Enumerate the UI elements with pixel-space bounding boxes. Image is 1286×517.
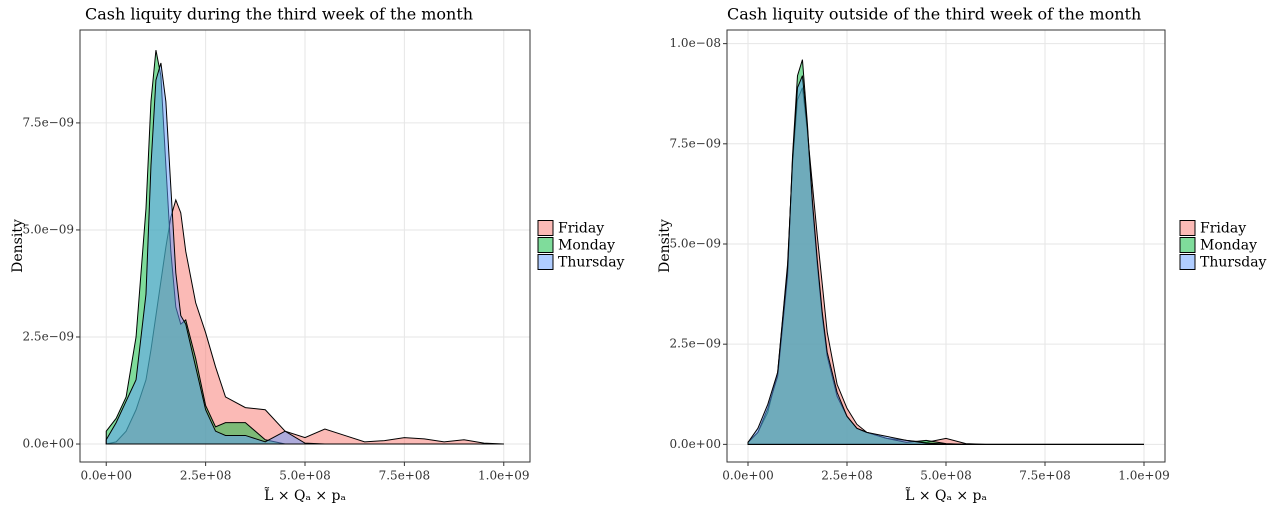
legend-label: Thursday	[558, 255, 625, 271]
y-tick-label: 5.0e−09	[22, 222, 74, 236]
x-tick-label: 5.0e+08	[279, 469, 331, 483]
x-tick-label: 2.5e+08	[180, 469, 232, 483]
y-tick-label: 2.5e−09	[22, 329, 74, 343]
legend-key	[1179, 220, 1196, 236]
legend-key	[1179, 254, 1196, 270]
x-axis-title: L̃ × Qₐ × pₐ	[905, 486, 987, 504]
density-area	[747, 75, 1145, 445]
legend-key	[537, 220, 554, 236]
y-tick-label: 0.0e+00	[22, 437, 74, 451]
chart-title: Cash liquity outside of the third week o…	[727, 5, 1141, 24]
y-tick-label: 0.0e+00	[669, 437, 721, 451]
y-tick-label: 2.5e−09	[669, 337, 721, 351]
x-axis-title: L̃ × Qₐ × pₐ	[264, 486, 346, 504]
x-tick-label: 0.0e+00	[722, 469, 774, 483]
legend-label: Monday	[1200, 238, 1257, 254]
x-tick-label: 5.0e+08	[920, 469, 972, 483]
legend-key	[537, 237, 554, 253]
x-tick-label: 0.0e+00	[80, 469, 132, 483]
legend-label: Friday	[1200, 221, 1246, 237]
x-tick-label: 7.5e+08	[379, 469, 431, 483]
legend-key	[1179, 237, 1196, 253]
chart-panel: Cash liquity during the third week of th…	[10, 5, 625, 505]
panel-border	[79, 29, 531, 463]
density-area	[105, 62, 504, 445]
y-axis-title: Density	[657, 219, 673, 273]
legend-key	[537, 254, 554, 270]
chart-panel: Cash liquity outside of the third week o…	[657, 5, 1267, 505]
x-tick-label: 2.5e+08	[821, 469, 873, 483]
y-axis-title: Density	[10, 219, 26, 273]
x-tick-label: 7.5e+08	[1019, 469, 1071, 483]
y-tick-label: 7.5e−09	[669, 136, 721, 150]
legend-label: Friday	[558, 221, 604, 237]
x-tick-label: 1.0e+09	[1118, 469, 1170, 483]
legend-label: Thursday	[1200, 255, 1267, 271]
y-tick-label: 5.0e−09	[669, 236, 721, 250]
x-tick-label: 1.0e+09	[478, 469, 530, 483]
y-tick-label: 7.5e−09	[22, 115, 74, 129]
legend-label: Monday	[558, 238, 615, 254]
panel-border	[726, 29, 1166, 463]
y-tick-label: 1.0e−08	[669, 36, 721, 50]
chart-title: Cash liquity during the third week of th…	[85, 5, 473, 24]
